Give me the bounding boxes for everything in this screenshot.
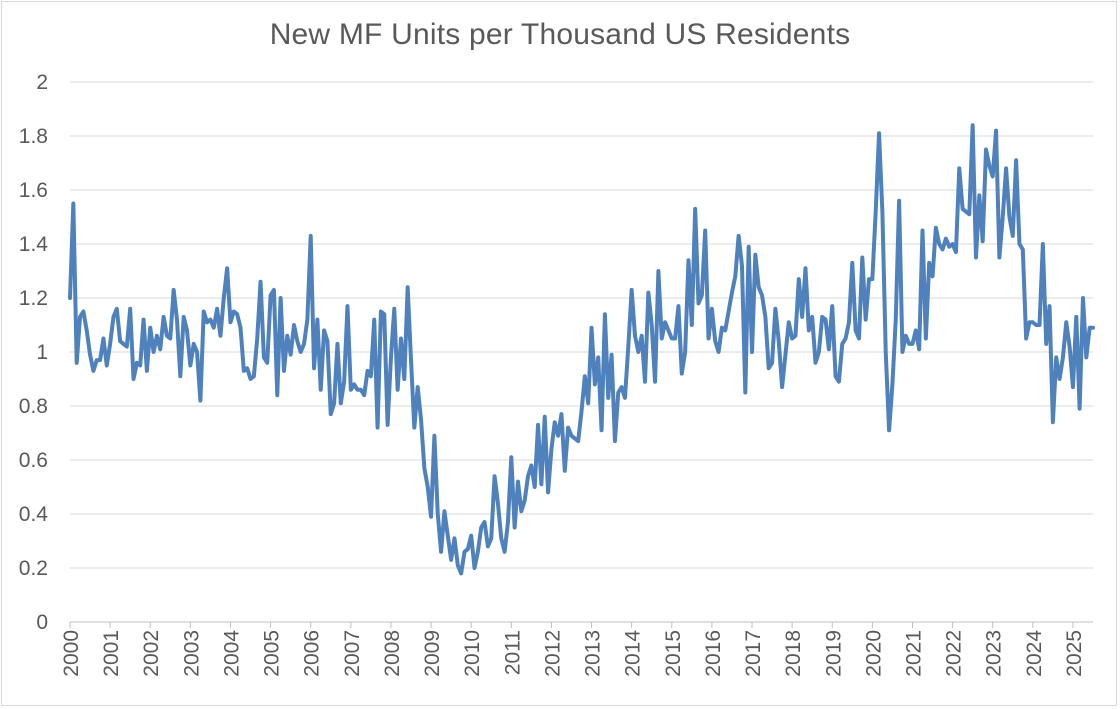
x-axis-ticks: 2000 2001 2002 2003 2004 2005 2006 2007 2008 2009… <box>60 622 1086 677</box>
x-tick-label: 2018 <box>782 630 805 677</box>
x-tick-label: 2016 <box>702 630 725 677</box>
y-tick-label: 0.6 <box>19 449 48 472</box>
x-tick-label: 2005 <box>261 630 284 677</box>
series-line <box>68 123 1095 576</box>
x-tick-label: 2014 <box>622 630 645 677</box>
y-tick-label: 2 <box>36 71 48 94</box>
x-tick-label: 2004 <box>220 630 243 677</box>
y-axis-ticks: 0 0.2 0.4 0.6 0.8 1 1.2 1.4 1.6 1.8 2 <box>19 71 49 634</box>
x-tick-label: 2009 <box>421 630 444 677</box>
y-tick-label: 1 <box>36 341 48 364</box>
x-tick-label: 2008 <box>381 630 404 677</box>
x-tick-label: 2020 <box>862 630 885 677</box>
y-tick-label: 1.2 <box>19 287 48 310</box>
x-tick-label: 2017 <box>742 630 765 677</box>
y-tick-label: 1.6 <box>19 179 48 202</box>
x-tick-label: 2019 <box>822 630 845 677</box>
x-tick-label: 2000 <box>60 630 83 677</box>
x-tick-label: 2022 <box>943 630 966 677</box>
x-tick-label: 2010 <box>461 630 484 677</box>
x-tick-label: 2021 <box>903 630 926 677</box>
y-tick-label: 0.8 <box>19 395 48 418</box>
y-tick-label: 0.4 <box>19 503 49 526</box>
gridlines <box>70 81 1093 569</box>
x-tick-label: 2012 <box>541 630 564 677</box>
y-tick-label: 0 <box>36 611 48 634</box>
x-tick-label: 2003 <box>180 630 203 677</box>
x-tick-label: 2015 <box>662 630 685 677</box>
x-tick-label: 2024 <box>1023 630 1046 677</box>
x-tick-label: 2007 <box>341 630 364 677</box>
x-tick-label: 2001 <box>100 630 123 677</box>
x-tick-label: 2013 <box>582 630 605 677</box>
x-tick-label: 2006 <box>301 630 324 677</box>
x-tick-label: 2011 <box>501 630 524 675</box>
y-tick-label: 1.8 <box>19 125 48 148</box>
x-tick-label: 2002 <box>140 630 163 677</box>
x-tick-label: 2023 <box>983 630 1006 677</box>
y-tick-label: 0.2 <box>19 557 48 580</box>
y-tick-label: 1.4 <box>19 233 49 256</box>
x-tick-label: 2025 <box>1063 630 1086 677</box>
chart-title: New MF Units per Thousand US Residents <box>269 18 851 51</box>
